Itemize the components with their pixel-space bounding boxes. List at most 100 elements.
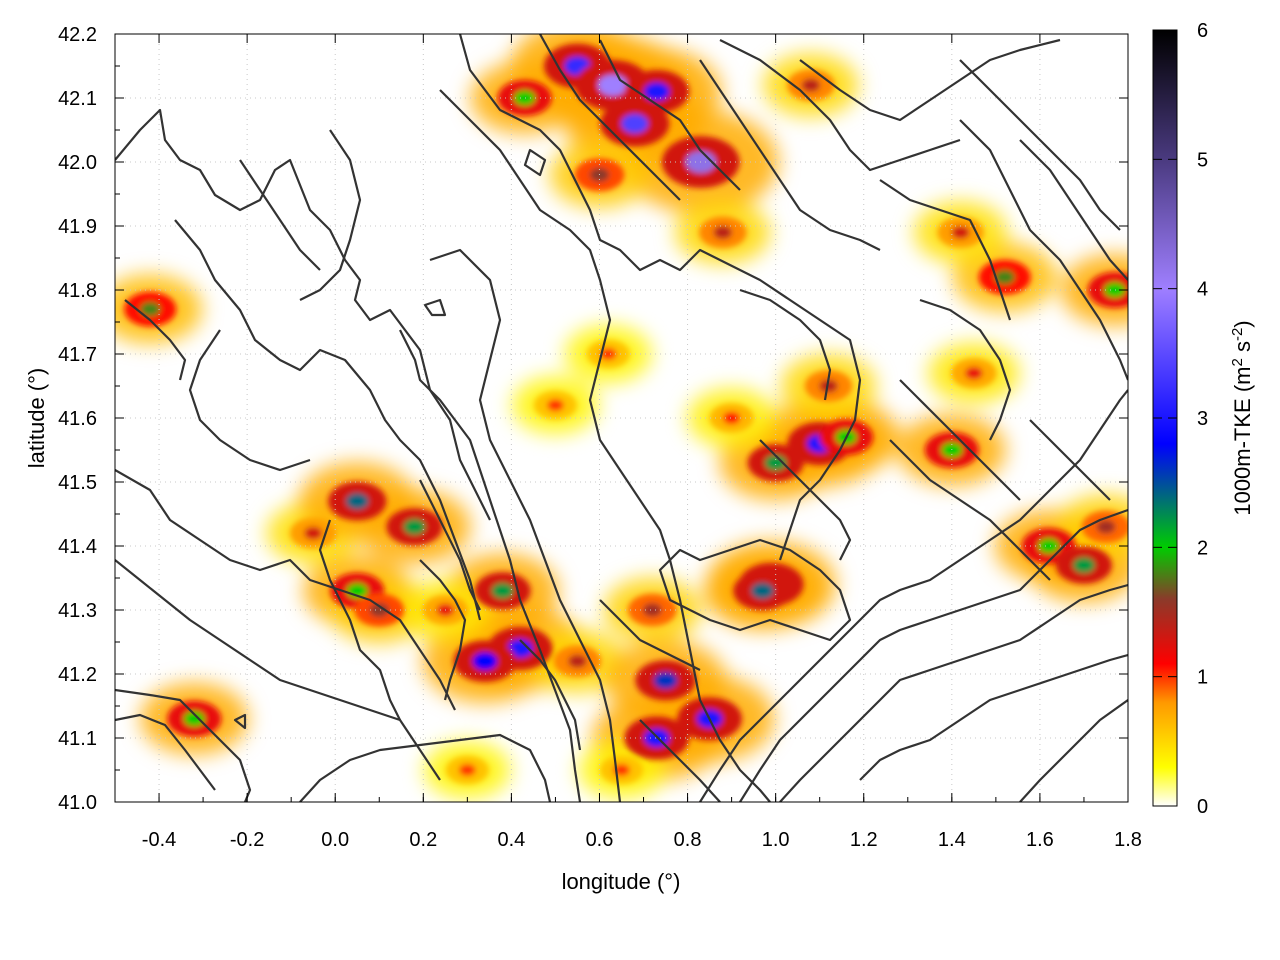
y-tick-label: 42.0: [58, 152, 97, 174]
contour-line: [1019, 139, 1128, 281]
tke-peak: [642, 603, 662, 617]
contour-line: [115, 108, 491, 521]
contour-line: [699, 59, 881, 251]
tke-peak: [507, 639, 533, 658]
tke-peak: [304, 526, 323, 540]
tke-peak: [1096, 520, 1116, 534]
x-tick-label: 1.8: [1114, 829, 1142, 851]
tke-peak: [1038, 538, 1060, 554]
tke-peak: [653, 672, 678, 689]
contour-line: [959, 59, 1121, 231]
colorbar-label: 1000m-TKE (m2 s-2): [1229, 320, 1256, 515]
colorbar-tick-label: 6: [1197, 20, 1208, 42]
tke-peak: [369, 603, 389, 617]
tke-peak: [491, 583, 514, 599]
tke-peak: [597, 74, 628, 96]
contour-lines: [115, 34, 1128, 802]
tke-peak: [713, 225, 733, 239]
contour-line: [919, 298, 1012, 441]
contour-line: [799, 38, 1061, 122]
tke-peak: [403, 519, 426, 535]
tke-peak: [1104, 282, 1126, 298]
x-tick-label: 1.2: [850, 829, 878, 851]
x-tick-label: 1.6: [1026, 829, 1054, 851]
x-tick-label: 0.6: [586, 829, 614, 851]
tke-peak: [568, 654, 587, 668]
tke-peak: [801, 78, 821, 92]
tke-peak: [994, 270, 1015, 285]
tke-peak: [547, 399, 564, 412]
x-tick-label: 0.8: [674, 829, 702, 851]
contour-line: [699, 389, 1128, 802]
heatmap-field: [115, 34, 1128, 799]
contour-line: [419, 479, 481, 611]
contour-line: [299, 129, 362, 301]
contour-line: [124, 299, 187, 381]
colorbar-ticks: 0 1 2 3 4 5 6: [1153, 20, 1208, 818]
tke-peak: [722, 411, 741, 425]
y-tick-label: 41.0: [58, 792, 97, 814]
contour-line: [458, 34, 862, 561]
tke-peak: [951, 225, 970, 239]
grid-lines: [115, 33, 1129, 803]
contour-line: [239, 159, 321, 271]
contour-line: [889, 439, 1051, 581]
x-tick-label: 0.2: [409, 829, 437, 851]
tke-peak: [140, 302, 161, 317]
colorbar-label-end: ): [1230, 320, 1255, 327]
x-tick-label: 1.0: [762, 829, 790, 851]
y-tick-label: 41.4: [58, 536, 97, 558]
colorbar-label-mid: s: [1230, 341, 1255, 358]
contour-line: [419, 559, 467, 701]
colorbar-tick-label: 0: [1197, 796, 1208, 818]
contour-line: [658, 538, 852, 642]
colorbar-label-sup2: -2: [1229, 328, 1246, 341]
contour-line: [739, 508, 1128, 802]
tke-peak: [514, 90, 536, 106]
tke-peak: [345, 493, 369, 510]
tke-peak: [458, 764, 476, 776]
x-axis: -0.4 -0.2 0.0 0.2 0.4 0.6 0.8 1.0 1.2 1.4 1.6 1.8: [114, 34, 1142, 851]
contour-line: [1019, 699, 1128, 802]
contour-line: [639, 719, 721, 802]
y-tick-label: 41.3: [58, 600, 97, 622]
tke-peak: [1073, 557, 1095, 573]
colorbar-tick-label: 2: [1197, 537, 1208, 559]
x-tick-label: 1.4: [938, 829, 966, 851]
y-axis-title: latitude (°): [24, 368, 49, 469]
tke-peak: [751, 582, 774, 599]
x-tick-label: 0.4: [497, 829, 525, 851]
y-tick-label: 41.8: [58, 280, 97, 302]
contour-line: [423, 298, 447, 317]
tke-peak: [183, 711, 205, 727]
x-tick-label: 0.0: [321, 829, 349, 851]
y-tick-label: 41.2: [58, 664, 97, 686]
contour-line: [759, 439, 852, 561]
colorbar-label-sup1: 2: [1229, 358, 1246, 366]
colorbar-tick-label: 3: [1197, 408, 1208, 430]
contour-line: [115, 469, 456, 711]
contour-line: [523, 148, 547, 177]
y-tick-label: 41.9: [58, 216, 97, 238]
y-axis: 41.0 41.1 41.2 41.3 41.4 41.5 41.6 41.7 41.8 41.9…: [58, 24, 1128, 814]
contour-line: [399, 329, 582, 802]
contour-line: [1029, 419, 1111, 501]
contour-line: [429, 248, 622, 802]
y-tick-label: 41.6: [58, 408, 97, 430]
contour-line: [539, 34, 681, 201]
contour-line: [739, 288, 832, 401]
y-tick-label: 41.7: [58, 344, 97, 366]
colorbar-tick-label: 4: [1197, 279, 1208, 301]
tke-peak: [819, 379, 838, 393]
y-tick-label: 42.2: [58, 24, 97, 46]
x-tick-label: -0.4: [142, 829, 176, 851]
contour-line: [779, 583, 1128, 802]
tke-peak: [472, 652, 498, 670]
x-tick-label: -0.2: [230, 829, 264, 851]
contour-line: [299, 733, 552, 802]
y-tick-label: 41.5: [58, 472, 97, 494]
contour-line: [233, 713, 247, 730]
contour-line: [879, 179, 1012, 321]
contour-line: [115, 688, 252, 802]
